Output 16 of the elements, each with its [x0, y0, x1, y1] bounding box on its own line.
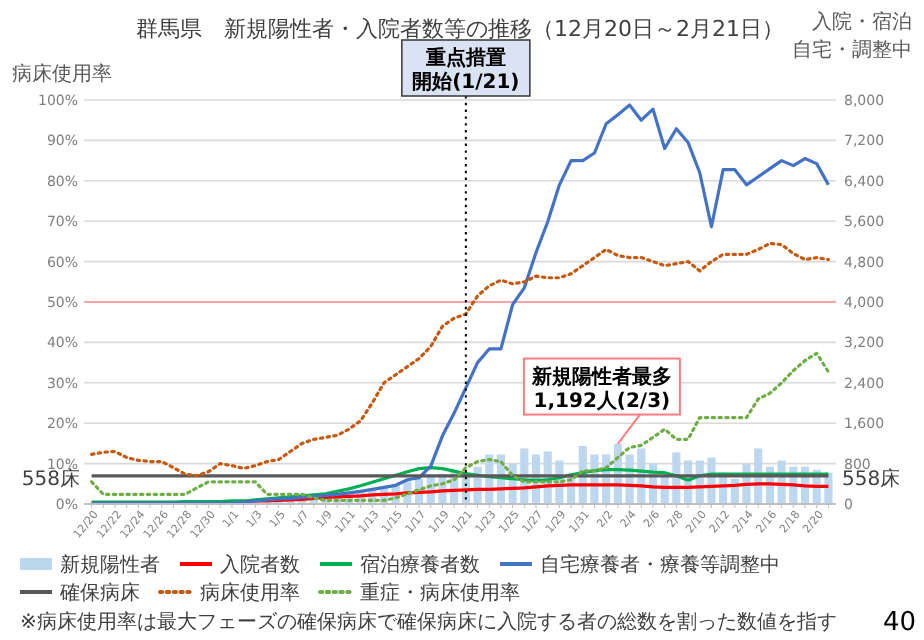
text: 558床 — [21, 466, 80, 491]
legend-label: 宿泊療養者数 — [360, 553, 480, 577]
ref-line-label: 重点措置開始(1/21) — [412, 46, 520, 94]
chart-title: 群馬県 新規陽性者・入院者数等の推移（12月20日～2月21日） — [136, 16, 784, 42]
legend-label: 病床使用率 — [200, 581, 300, 605]
text: 558床 — [842, 466, 901, 491]
annotation: 新規陽性者最多1,192人(2/3) — [529, 364, 672, 413]
text: ※病床使用率は最大フェーズの確保病床で確保病床に入院する者の総数を割った数値を指す — [20, 610, 837, 634]
legend-label: 確保病床 — [58, 581, 140, 605]
legend-label: 入院者数 — [220, 553, 300, 577]
legend-label: 重症・病床使用率 — [360, 581, 520, 605]
legend-label: 自宅療養者・療養等調整中 — [540, 553, 780, 577]
y-axis-title: 病床使用率 — [12, 62, 112, 86]
text: 40 — [882, 608, 916, 638]
legend-label: 新規陽性者 — [60, 553, 160, 577]
y2-axis-title: 入院・宿泊自宅・調整中 — [792, 10, 912, 62]
